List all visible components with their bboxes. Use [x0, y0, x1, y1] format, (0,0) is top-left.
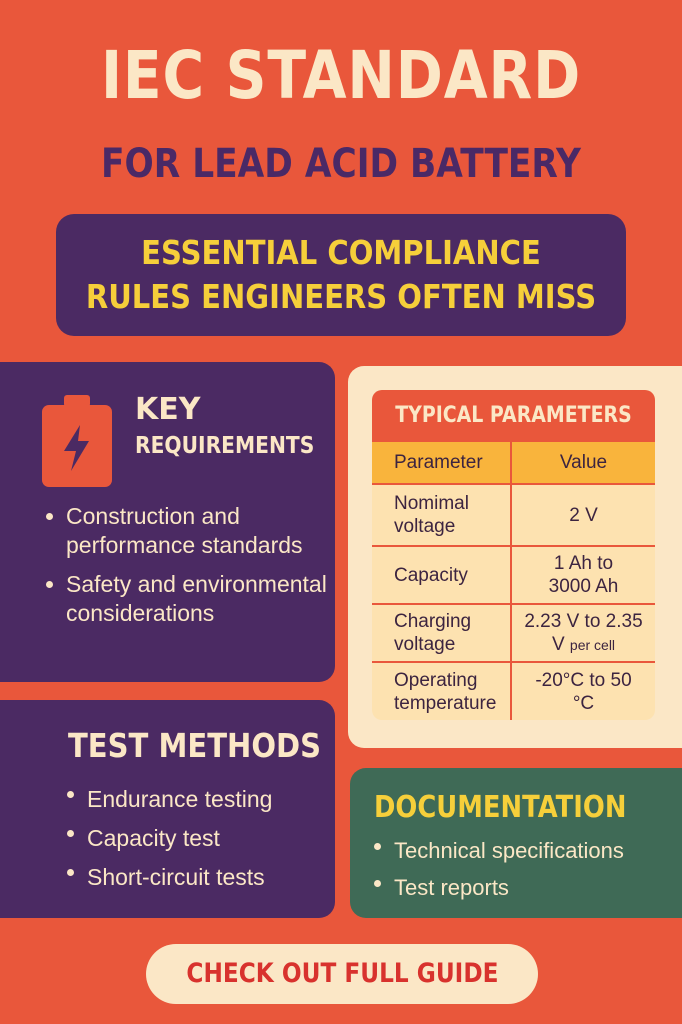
- column-header: Value: [511, 442, 655, 485]
- list-item: Test reports: [372, 869, 682, 906]
- cell: 2.23 V to 2.35 V per cell: [511, 604, 655, 663]
- table-row: Nomimal voltage 2 V: [372, 484, 655, 547]
- test-methods-list: Endurance testing Capacity test Short-ci…: [65, 780, 330, 897]
- documentation-panel: DOCUMENTATION Technical specifications T…: [350, 768, 682, 918]
- table-row: Operating temperature -20°C to 50 °C: [372, 662, 655, 720]
- cell: 1 Ah to 3000 Ah: [511, 546, 655, 605]
- key-requirements-panel: KEY REQUIREMENTS Construction and perfor…: [0, 362, 335, 682]
- cta-label: CHECK OUT FULL GUIDE: [185, 958, 499, 989]
- documentation-title: DOCUMENTATION: [374, 790, 627, 825]
- documentation-list: Technical specifications Test reports: [372, 832, 682, 906]
- test-methods-title: TEST METHODS: [68, 726, 322, 765]
- parameters-table: TYPICAL PARAMETERS Parameter Value Nomima…: [372, 390, 655, 720]
- key-requirements-list: Construction and performance standards S…: [44, 502, 329, 638]
- key-title-b: REQUIREMENTS: [135, 433, 315, 459]
- banner: ESSENTIAL COMPLIANCE RULES ENGINEERS OFT…: [56, 214, 626, 336]
- cell: 2 V: [511, 484, 655, 547]
- table-row: Charging voltage 2.23 V to 2.35 V per cel…: [372, 604, 655, 663]
- list-item: Endurance testing: [65, 780, 330, 819]
- main-title: IEC STANDARD: [100, 37, 582, 114]
- subtitle: FOR LEAD ACID BATTERY: [101, 141, 581, 187]
- list-item: Safety and environmental considerations: [44, 570, 329, 628]
- table-title: TYPICAL PARAMETERS: [372, 390, 655, 442]
- cell: Charging voltage: [372, 604, 512, 663]
- cell: Operating temperature: [372, 662, 512, 720]
- table-row: Capacity 1 Ah to 3000 Ah: [372, 546, 655, 605]
- cell: -20°C to 50 °C: [535, 669, 632, 714]
- banner-line-2: RULES ENGINEERS OFTEN MISS: [85, 277, 597, 316]
- parameters-panel: TYPICAL PARAMETERS Parameter Value Nomima…: [348, 366, 682, 748]
- column-header: Parameter: [372, 442, 512, 485]
- banner-line-1: ESSENTIAL COMPLIANCE: [141, 233, 541, 272]
- cell: Nomimal voltage: [372, 484, 512, 547]
- test-methods-panel: TEST METHODS Endurance testing Capacity …: [0, 700, 335, 918]
- list-item: Construction and performance standards: [44, 502, 329, 560]
- battery-lightning-icon: [42, 395, 112, 487]
- list-item: Capacity test: [65, 819, 330, 858]
- cell: Capacity: [372, 546, 512, 605]
- list-item: Short-circuit tests: [65, 858, 330, 897]
- check-out-guide-button[interactable]: CHECK OUT FULL GUIDE: [146, 944, 538, 1004]
- value: 2.23 V to 2.35 V: [524, 610, 643, 655]
- key-title-a: KEY: [135, 392, 201, 427]
- key-requirements-title: KEY REQUIREMENTS: [135, 392, 395, 460]
- list-item: Technical specifications: [372, 832, 682, 869]
- table-title-text: TYPICAL PARAMETERS: [395, 403, 632, 428]
- unit: per cell: [569, 636, 616, 653]
